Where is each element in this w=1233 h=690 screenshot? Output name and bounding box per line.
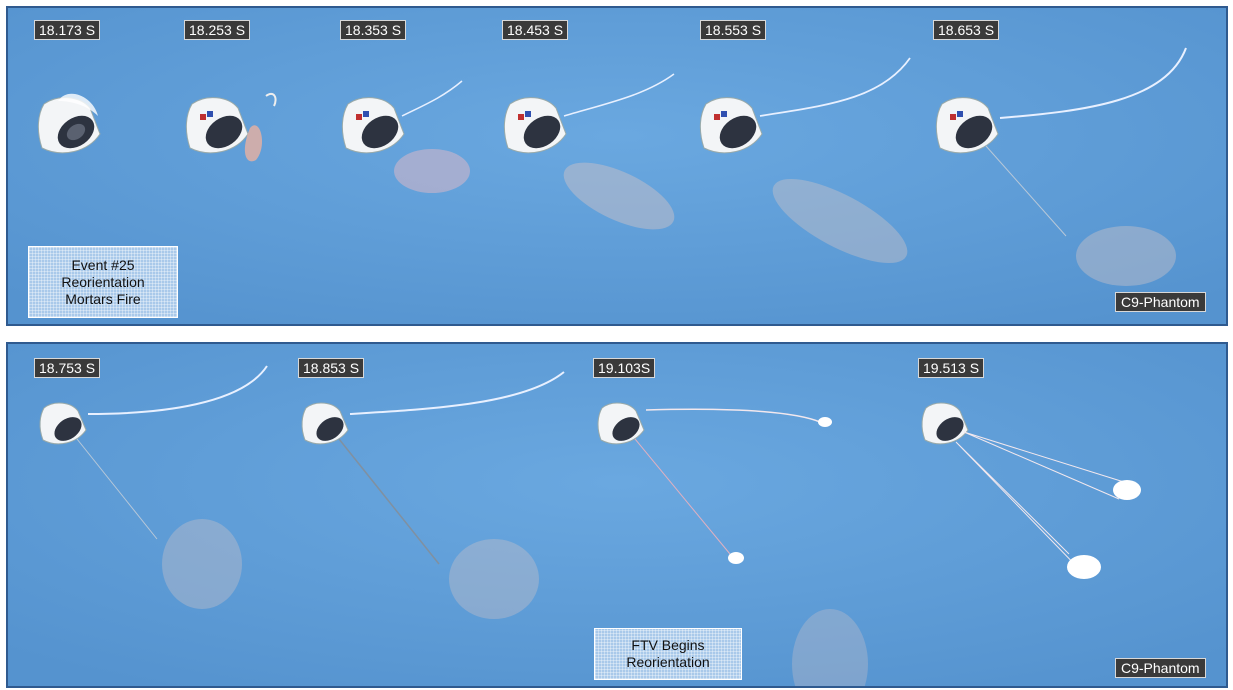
timestamp-label: 18.453 S <box>502 20 569 40</box>
timestamp-label: 18.253 S <box>184 20 251 40</box>
event-line: Event #25 <box>71 256 135 273</box>
capsule-frame-8 <box>301 371 565 619</box>
capsule-sequence-top <box>37 47 1187 286</box>
capsule-frame-9 <box>597 402 868 686</box>
frame-strip-top: 18.173 S 18.253 S 18.353 S 18.453 S 18.5… <box>6 6 1228 326</box>
event-line: Mortars Fire <box>65 290 141 307</box>
frame-strip-bottom: 18.753 S 18.853 S 19.103S 19.513 S FTV B… <box>6 342 1228 688</box>
event-line: FTV Begins <box>631 637 705 653</box>
event-line: Reorientation <box>61 273 145 290</box>
capsule-frame-6 <box>935 47 1187 286</box>
camera-label: C9-Phantom <box>1115 658 1206 678</box>
capsule-frame-5 <box>699 57 911 264</box>
event-annotation: Event #25 Reorientation Mortars Fire <box>28 246 178 318</box>
capsule-frame-3 <box>341 80 470 193</box>
timestamp-label: 18.553 S <box>700 20 767 40</box>
capsule-frame-1 <box>37 93 101 154</box>
timestamp-label: 18.653 S <box>933 20 1000 40</box>
timestamp-label: 19.513 S <box>918 358 985 378</box>
timestamp-label: 19.103S <box>593 358 656 378</box>
event-annotation: FTV Begins Reorientation <box>594 628 742 680</box>
capsule-frame-7 <box>39 365 268 609</box>
capsule-frame-10 <box>921 402 1141 579</box>
timestamp-label: 18.173 S <box>34 20 101 40</box>
timestamp-label: 18.753 S <box>34 358 101 378</box>
capsule-sequence-bottom <box>39 365 1141 686</box>
timestamp-label: 18.853 S <box>298 358 365 378</box>
event-line: Reorientation <box>626 654 710 670</box>
camera-label: C9-Phantom <box>1115 292 1206 312</box>
capsule-frame-4 <box>503 73 675 230</box>
timestamp-label: 18.353 S <box>340 20 407 40</box>
capsule-frame-2 <box>185 92 277 162</box>
sky-background <box>8 8 1226 324</box>
